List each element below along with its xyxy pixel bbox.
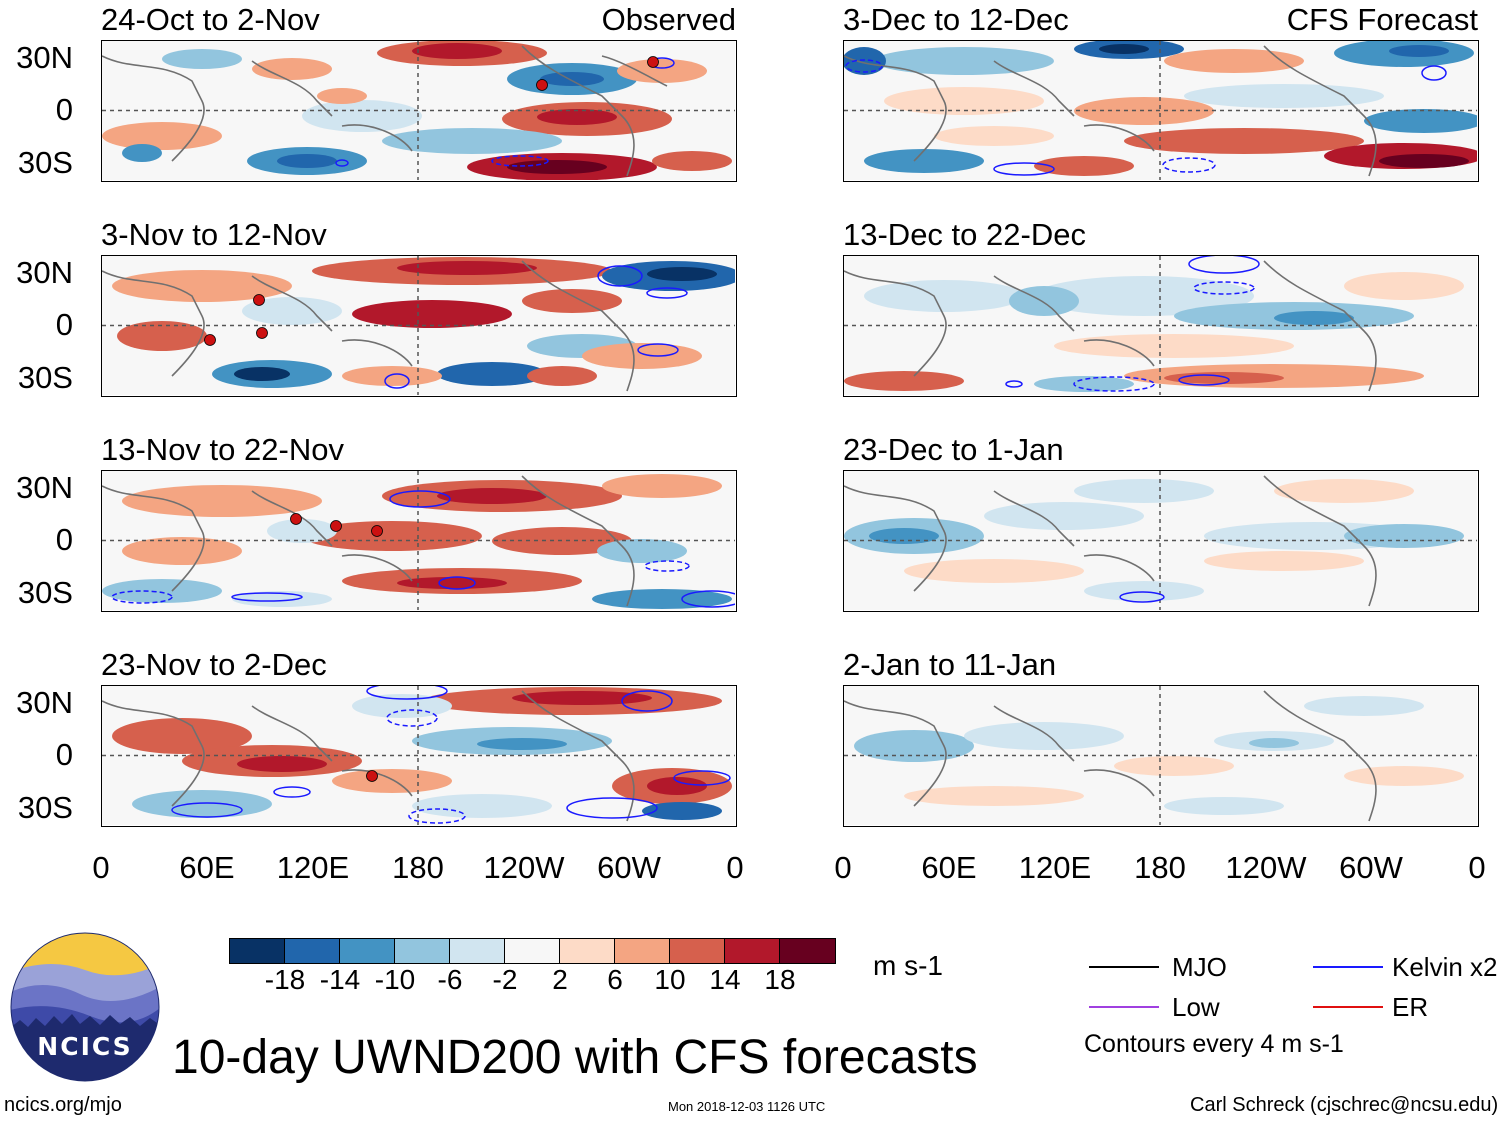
- colorbar-swatch: [505, 939, 560, 963]
- colorbar-label: 18: [764, 964, 796, 995]
- legend-label-kelvin: Kelvin x2: [1392, 952, 1498, 982]
- lat-label-30n-row3: 30N: [16, 470, 73, 505]
- logo-text: NCICS: [37, 1032, 133, 1061]
- panel-8-title: 2-Jan to 11-Jan: [843, 647, 1057, 682]
- colorbar-label: 10: [654, 964, 686, 995]
- lat-label-eq-row4: 0: [55, 737, 73, 772]
- colorbar-swatch: [615, 939, 670, 963]
- panel-5-title: 3-Dec to 12-Dec: [843, 2, 1069, 37]
- lon-label-left-120e: 120E: [276, 850, 350, 885]
- colorbar-swatch: [395, 939, 450, 963]
- lon-label-left-60w: 60W: [597, 850, 661, 885]
- lat-label-30n-row2: 30N: [16, 255, 73, 290]
- colorbar-label: -18: [264, 964, 306, 995]
- main-title: 10-day UWND200 with CFS forecasts: [172, 1031, 978, 1084]
- footer-url-link[interactable]: ncics.org/mjo: [4, 1094, 122, 1116]
- legend-line-low: [1089, 1006, 1159, 1008]
- footer-timestamp: Mon 2018-12-03 1126 UTC: [668, 1099, 826, 1114]
- cfs-forecast-label: CFS Forecast: [1286, 2, 1478, 37]
- lon-label-right-120w: 120W: [1225, 850, 1307, 885]
- lon-label-right-60e: 60E: [921, 850, 977, 885]
- lon-label-left-120w: 120W: [483, 850, 565, 885]
- colorbar-label: 2: [552, 964, 568, 995]
- legend-line-kelvin: [1313, 966, 1383, 968]
- footer-credit: Carl Schreck (cjschrec@ncsu.edu): [1190, 1094, 1499, 1116]
- legend-line-mjo: [1089, 966, 1159, 968]
- map-panel-4: [101, 685, 737, 827]
- panel-2-title: 3-Nov to 12-Nov: [101, 217, 327, 252]
- lat-label-30s-row2: 30S: [17, 360, 73, 395]
- lon-label-right-120e: 120E: [1018, 850, 1092, 885]
- lon-label-left-60e: 60E: [179, 850, 235, 885]
- legend-label-mjo: MJO: [1172, 952, 1227, 982]
- panel-7-title: 23-Dec to 1-Jan: [843, 432, 1064, 467]
- panel-3-title: 13-Nov to 22-Nov: [101, 432, 344, 467]
- colorbar-swatch: [670, 939, 725, 963]
- colorbar: [229, 938, 836, 964]
- lat-label-eq-row3: 0: [55, 522, 73, 557]
- observed-label: Observed: [601, 2, 736, 37]
- colorbar-swatch: [560, 939, 615, 963]
- map-panel-1: [101, 40, 737, 182]
- colorbar-swatch: [230, 939, 285, 963]
- lon-label-left-0: 0: [92, 850, 110, 885]
- colorbar-units: m s-1: [873, 950, 943, 981]
- colorbar-label: -2: [492, 964, 518, 995]
- colorbar-swatch: [725, 939, 780, 963]
- lat-label-30s-row1: 30S: [17, 145, 73, 180]
- lon-label-right-0-end: 0: [1468, 850, 1486, 885]
- lat-label-30n-row4: 30N: [16, 685, 73, 720]
- colorbar-label: 14: [709, 964, 741, 995]
- lon-label-right-180: 180: [1134, 850, 1186, 885]
- map-panel-6: [843, 255, 1479, 397]
- panel-4-title: 23-Nov to 2-Dec: [101, 647, 327, 682]
- lon-label-right-0: 0: [834, 850, 852, 885]
- legend-label-er: ER: [1392, 992, 1429, 1022]
- colorbar-label: -14: [319, 964, 361, 995]
- colorbar-swatch: [340, 939, 395, 963]
- colorbar-swatch: [285, 939, 340, 963]
- panel-1-title: 24-Oct to 2-Nov: [101, 2, 320, 37]
- contour-interval-note: Contours every 4 m s-1: [1084, 1030, 1344, 1058]
- lat-label-30s-row3: 30S: [17, 575, 73, 610]
- map-panel-3: [101, 470, 737, 612]
- lat-label-eq-row2: 0: [55, 307, 73, 342]
- lon-label-left-180: 180: [392, 850, 444, 885]
- colorbar-label: -10: [374, 964, 416, 995]
- lon-label-right-60w: 60W: [1339, 850, 1403, 885]
- colorbar-label: -6: [437, 964, 463, 995]
- colorbar-swatch: [780, 939, 835, 963]
- legend-line-er: [1313, 1006, 1383, 1008]
- legend-label-low: Low: [1172, 992, 1220, 1022]
- map-panel-2: [101, 255, 737, 397]
- lon-label-left-0-end: 0: [726, 850, 744, 885]
- lat-label-30n-row1: 30N: [16, 40, 73, 75]
- panel-6-title: 13-Dec to 22-Dec: [843, 217, 1086, 252]
- map-panel-8: [843, 685, 1479, 827]
- map-panel-5: [843, 40, 1479, 182]
- colorbar-label: 6: [607, 964, 623, 995]
- map-panel-7: [843, 470, 1479, 612]
- lat-label-30s-row4: 30S: [17, 790, 73, 825]
- lat-label-eq-row1: 0: [55, 92, 73, 127]
- ncics-logo: NCICS: [10, 932, 160, 1082]
- colorbar-swatch: [450, 939, 505, 963]
